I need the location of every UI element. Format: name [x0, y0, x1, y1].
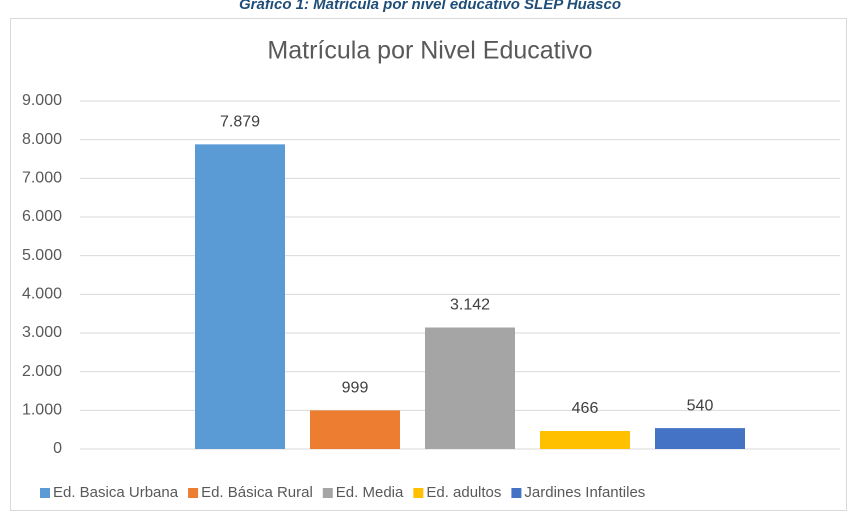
legend-swatch — [511, 488, 522, 498]
legend-label: Ed. Basica Urbana — [53, 484, 179, 501]
legend-label: Ed. Básica Rural — [201, 484, 313, 501]
chart-title: Matrícula por Nivel Educativo — [267, 37, 592, 65]
legend-swatch — [40, 488, 50, 498]
data-label: 3.142 — [450, 297, 490, 314]
caption: Gráfico 1: Matrícula por nivel educativo… — [239, 0, 621, 13]
y-tick-label: 3.000 — [22, 324, 62, 341]
legend-swatch — [188, 488, 199, 498]
y-tick-label: 5.000 — [22, 247, 62, 264]
data-label: 7.879 — [220, 114, 260, 131]
legend-label: Jardines Infantiles — [524, 484, 645, 501]
y-tick-label: 1.000 — [22, 402, 62, 419]
bar — [310, 410, 400, 449]
legend-label: Ed. adultos — [426, 484, 501, 501]
bar — [540, 430, 630, 449]
legend-swatch — [322, 488, 333, 498]
y-tick-label: 7.000 — [22, 170, 62, 187]
y-tick-label: 4.000 — [22, 286, 62, 303]
legend-swatch — [413, 488, 424, 498]
bar — [425, 327, 515, 449]
bar — [655, 428, 745, 449]
data-label: 540 — [687, 397, 714, 414]
y-tick-label: 2.000 — [22, 363, 62, 380]
bar — [195, 144, 285, 449]
legend-label: Ed. Media — [336, 484, 404, 501]
y-tick-label: 8.000 — [22, 131, 62, 148]
y-tick-label: 0 — [53, 440, 62, 457]
y-tick-label: 9.000 — [22, 92, 62, 109]
y-tick-label: 6.000 — [22, 208, 62, 225]
data-label: 466 — [572, 400, 599, 417]
data-label: 999 — [342, 380, 369, 397]
